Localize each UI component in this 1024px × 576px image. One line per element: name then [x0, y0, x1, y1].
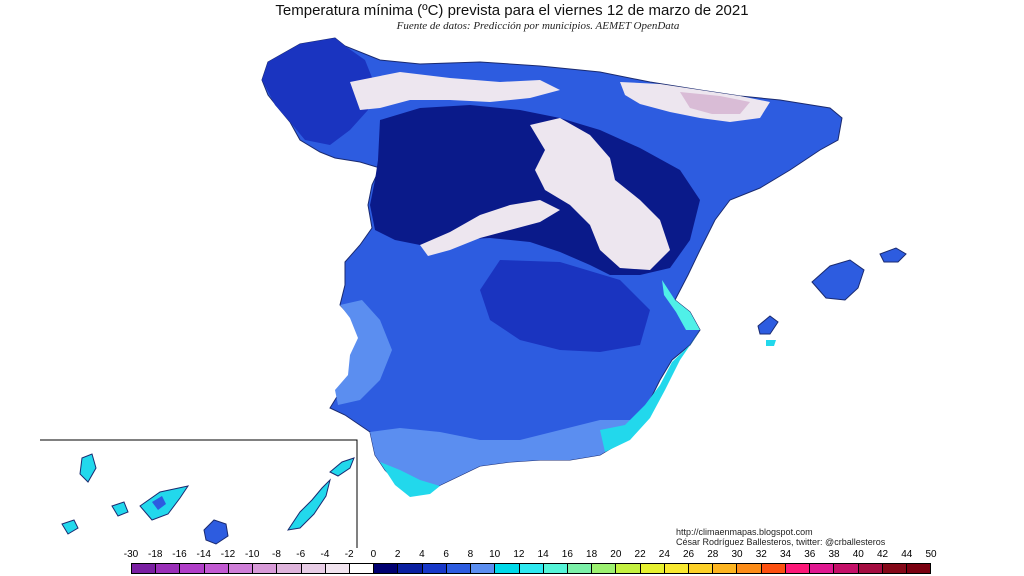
la-palma-island — [79, 453, 97, 483]
legend-label: 18 — [586, 549, 598, 560]
legend-swatch — [810, 564, 835, 573]
credits: http://climaenmapas.blogspot.com César R… — [676, 527, 885, 547]
legend-label: 32 — [755, 549, 767, 560]
legend-swatch — [567, 564, 593, 573]
legend-labels: -30 -18 -16 -14 -12 -10 -8 -6 -4 -2 0 2 4 6 8 10 12 14 16 1… — [0, 549, 1024, 563]
southwest-coast-warm — [380, 462, 440, 497]
legend-swatch — [616, 564, 641, 573]
legend-swatch — [325, 564, 350, 573]
lanzarote-island — [329, 457, 355, 477]
credits-author: César Rodríguez Ballesteros, twitter: @c… — [676, 537, 886, 547]
galicia-region — [262, 38, 375, 145]
legend-label: 20 — [610, 549, 622, 560]
legend-swatch — [689, 564, 714, 573]
legend-swatch — [713, 564, 738, 573]
legend-swatch — [495, 564, 520, 573]
legend-swatch — [858, 564, 883, 573]
legend-label: -10 — [244, 549, 260, 560]
southeast-coast-warm — [600, 330, 700, 452]
legend-label: 6 — [443, 549, 449, 560]
map-title: Temperatura mínima (ºC) prevista para el… — [275, 2, 749, 19]
credits-url: http://climaenmapas.blogspot.com — [676, 527, 813, 537]
legend-label: 26 — [683, 549, 695, 560]
legend-swatch — [422, 564, 447, 573]
legend-label: 10 — [489, 549, 501, 560]
legend-swatch — [882, 564, 907, 573]
legend-label: -16 — [172, 549, 187, 560]
legend-swatch — [204, 564, 229, 573]
cantabrian-cold-band — [350, 72, 560, 110]
west-light-region — [335, 300, 392, 405]
legend-swatch — [446, 564, 472, 573]
legend-swatch — [543, 564, 568, 573]
legend-swatch — [834, 564, 859, 573]
legend-swatch — [228, 564, 254, 573]
legend-swatch — [761, 564, 786, 573]
legend-label: 36 — [804, 549, 816, 560]
legend-swatch — [592, 564, 617, 573]
legend-swatch — [374, 564, 399, 573]
menorca-island — [879, 247, 907, 263]
central-dark-region — [480, 260, 650, 352]
gran-canaria-island — [203, 519, 229, 545]
south-light-region — [370, 420, 640, 495]
tenerife-peak — [152, 496, 166, 510]
valencia-coast-warm — [662, 280, 700, 330]
legend-label: 38 — [828, 549, 840, 560]
legend-swatch — [253, 564, 278, 573]
central-system-cold-region — [420, 200, 560, 256]
legend-label: 22 — [634, 549, 646, 560]
legend-swatch — [349, 564, 375, 573]
legend-label: -8 — [272, 549, 281, 560]
legend-label: 16 — [561, 549, 573, 560]
ibiza-island — [757, 315, 779, 335]
mallorca-island — [811, 259, 865, 301]
legend-label: 12 — [513, 549, 525, 560]
legend-label: 24 — [658, 549, 670, 560]
legend-swatch — [398, 564, 423, 573]
pyrenees-pink-region — [680, 92, 750, 114]
legend-label: -12 — [220, 549, 236, 560]
canary-inset-frame — [40, 439, 358, 548]
legend-label: 34 — [779, 549, 792, 560]
fuerteventura-island — [286, 478, 331, 531]
legend-swatch — [664, 564, 690, 573]
legend-label: 28 — [707, 549, 719, 560]
legend-swatch — [132, 564, 157, 573]
color-legend — [131, 563, 931, 574]
legend-swatch — [156, 564, 181, 573]
legend-label: 42 — [876, 549, 889, 560]
legend-swatch — [785, 564, 811, 573]
legend-label: 14 — [537, 549, 549, 560]
legend-swatch — [301, 564, 326, 573]
legend-label: -2 — [344, 549, 354, 560]
legend-label: 2 — [394, 549, 401, 560]
legend-label: -18 — [148, 549, 163, 560]
legend-swatch — [277, 564, 302, 573]
legend-swatch — [737, 564, 762, 573]
legend-swatch — [471, 564, 496, 573]
formentera-island — [766, 340, 776, 346]
map-subtitle: Fuente de datos: Predicción por municipi… — [396, 20, 680, 32]
legend-label: -30 — [123, 549, 139, 560]
el-hierro-island — [61, 519, 79, 535]
legend-swatch — [907, 564, 931, 573]
legend-label: 50 — [925, 549, 937, 560]
legend-swatch — [180, 564, 205, 573]
legend-label: -4 — [320, 549, 330, 560]
la-gomera-island — [111, 501, 129, 517]
legend-label: 30 — [731, 549, 743, 560]
legend-label: 40 — [852, 549, 864, 560]
legend-label: 0 — [370, 549, 377, 560]
legend-label: 4 — [419, 549, 425, 560]
iberian-cold-region — [530, 118, 670, 270]
legend-label: 44 — [901, 549, 913, 560]
legend-label: 8 — [467, 549, 474, 560]
legend-swatch — [640, 564, 665, 573]
legend-label: -14 — [196, 549, 211, 560]
legend-swatch — [519, 564, 544, 573]
legend-label: -6 — [296, 549, 306, 560]
